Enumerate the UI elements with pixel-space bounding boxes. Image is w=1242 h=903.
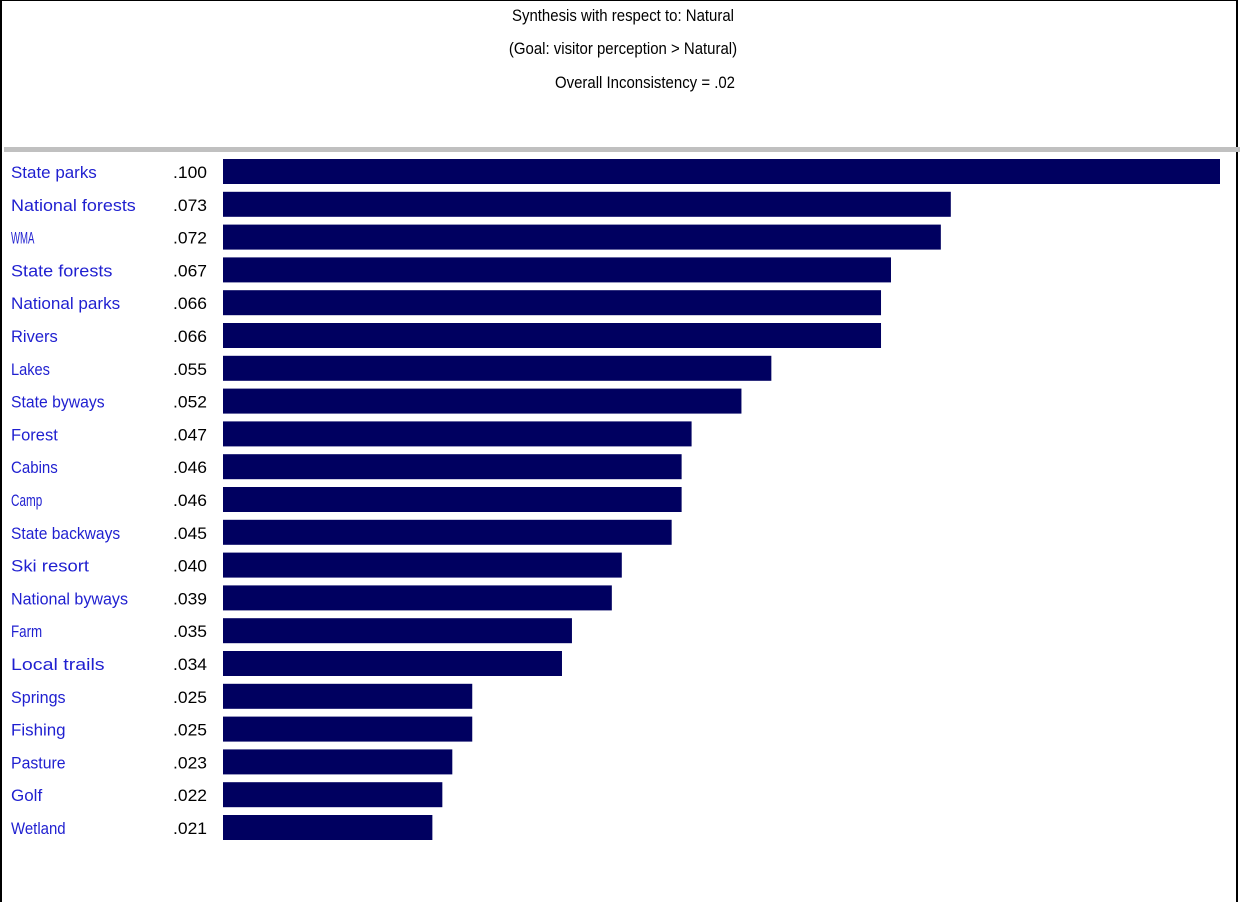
category-label: Farm xyxy=(11,622,42,641)
inconsistency-label: Overall Inconsistency = .02 xyxy=(554,73,736,92)
bar xyxy=(223,290,882,316)
value-label: .066 xyxy=(173,327,207,346)
bar xyxy=(223,191,951,217)
bar xyxy=(223,355,772,381)
category-label: State parks xyxy=(11,163,97,182)
category-label: Camp xyxy=(11,491,42,510)
value-label: .072 xyxy=(173,229,207,248)
value-label: .052 xyxy=(173,393,207,412)
header-divider xyxy=(4,147,1240,152)
category-label: Wetland xyxy=(11,819,66,838)
category-label: National parks xyxy=(11,294,120,313)
bar xyxy=(223,552,622,578)
category-label: Fishing xyxy=(11,721,66,740)
category-label: National forests xyxy=(11,196,136,215)
bar xyxy=(223,224,941,250)
bar xyxy=(223,618,572,644)
category-label: WMA xyxy=(11,229,35,248)
category-label: State byways xyxy=(11,393,105,412)
category-label: Golf xyxy=(11,786,42,805)
value-label: .039 xyxy=(173,589,207,608)
category-label: Lakes xyxy=(11,360,50,379)
category-label: Rivers xyxy=(11,327,58,346)
value-label: .073 xyxy=(173,196,207,215)
chart-subtitle: (Goal: visitor perception > Natural) xyxy=(508,39,738,58)
bar xyxy=(223,159,1220,184)
value-label: .046 xyxy=(173,491,207,510)
category-label: Local trails xyxy=(11,655,105,674)
value-label: .046 xyxy=(173,458,207,477)
category-label: State backways xyxy=(11,524,120,543)
value-label: .067 xyxy=(173,261,207,280)
bar xyxy=(223,257,891,283)
category-label: Springs xyxy=(11,688,66,707)
value-label: .047 xyxy=(173,425,207,444)
value-label: .025 xyxy=(173,688,207,707)
bar xyxy=(223,519,672,545)
bar xyxy=(223,585,612,611)
value-label: .066 xyxy=(173,294,207,313)
value-label: .100 xyxy=(173,163,207,182)
value-label: .023 xyxy=(173,753,207,772)
category-label: Cabins xyxy=(11,458,58,477)
value-label: .035 xyxy=(173,622,207,641)
bar xyxy=(223,651,562,676)
bar xyxy=(223,323,882,348)
category-label: Ski resort xyxy=(11,557,89,576)
value-label: .021 xyxy=(173,819,207,838)
bar xyxy=(223,716,473,742)
bar xyxy=(223,454,682,480)
value-label: .045 xyxy=(173,524,207,543)
bar xyxy=(223,421,692,447)
category-label: Pasture xyxy=(11,753,66,772)
bar xyxy=(223,815,433,840)
bar xyxy=(223,782,443,808)
value-label: .025 xyxy=(173,721,207,740)
bar xyxy=(223,749,453,775)
bar xyxy=(223,683,473,709)
value-label: .022 xyxy=(173,786,207,805)
value-label: .034 xyxy=(173,655,207,674)
bar xyxy=(223,487,682,512)
category-label: State forests xyxy=(11,261,112,280)
bar xyxy=(223,388,742,414)
category-label: National byways xyxy=(11,589,128,608)
category-label: Forest xyxy=(11,425,58,444)
chart-title: Synthesis with respect to: Natural xyxy=(511,6,735,25)
value-label: .055 xyxy=(173,360,207,379)
value-label: .040 xyxy=(173,557,207,576)
